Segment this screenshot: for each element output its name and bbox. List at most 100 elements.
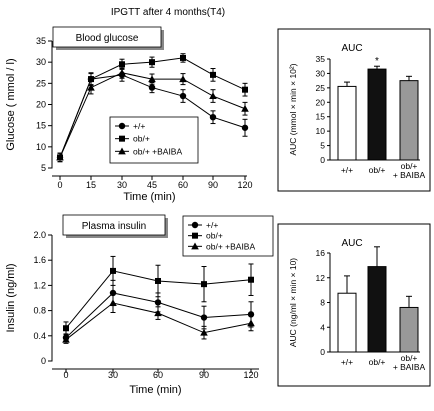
legend-label: ob/+	[206, 231, 223, 241]
data-point	[88, 76, 94, 83]
data-point	[148, 75, 156, 83]
data-point	[179, 92, 187, 100]
insulin-line-chart: 0 0.4 0.8 1.2 1.6 2.0 0 30 60 90 120 Time (min) Insu…	[5, 214, 274, 396]
y-tick-label: 10	[36, 142, 46, 152]
y-tick-label: 0	[320, 347, 325, 357]
data-point	[247, 319, 255, 327]
y-tick-label: 20	[36, 100, 46, 110]
category-label: ob/+ + BAIBA	[393, 353, 426, 372]
legend-marker	[119, 135, 125, 142]
data-point	[242, 86, 248, 93]
insulin-auc-bar-chart: AUC 0 4 8 12 16 AUC (ng/ml × min × 10) +/+ ob/+ o…	[277, 223, 431, 387]
data-point	[209, 92, 217, 100]
x-tick-label: 0	[63, 370, 68, 380]
data-point	[119, 61, 125, 68]
y-tick-label: 15	[316, 112, 326, 122]
y-axis-label: Glucose ( mmol / l)	[5, 58, 17, 150]
significance-marker: *	[375, 56, 379, 67]
data-point	[200, 328, 208, 336]
y-tick-label: 5	[41, 163, 46, 173]
legend-label: ob/+	[133, 134, 150, 144]
x-tick-label: 60	[178, 180, 188, 190]
bar	[337, 85, 357, 161]
x-tick-label: 0	[57, 180, 62, 190]
y-tick-label: 25	[316, 83, 326, 93]
y-tick-label: 4	[320, 322, 325, 332]
y-tick-label: 1.6	[33, 255, 46, 265]
chart-title: Plasma insulin	[82, 221, 146, 232]
y-tick-label: 30	[36, 57, 46, 67]
legend-marker	[192, 232, 198, 239]
y-tick-label: 5	[320, 141, 325, 151]
data-point	[149, 59, 155, 66]
x-tick-label: 30	[117, 180, 127, 190]
data-point	[110, 267, 116, 274]
y-axis-label: AUC (ng/ml × min × 10)	[288, 258, 298, 347]
legend-marker	[118, 147, 126, 155]
data-point	[62, 335, 70, 343]
x-tick-label: 120	[243, 370, 258, 380]
bar	[399, 306, 419, 353]
x-tick-label: 120	[237, 180, 252, 190]
x-axis-label: Time (min)	[129, 384, 181, 396]
data-point	[154, 299, 162, 306]
data-point	[155, 277, 161, 284]
legend-label: ob/+ +BAIBA	[206, 241, 255, 251]
y-tick-label: 12	[316, 273, 326, 283]
y-axis-label: AUC (mmol × min × 10²)	[288, 63, 298, 155]
data-point	[87, 83, 95, 91]
x-tick-label: 60	[153, 370, 163, 380]
x-tick-label: 15	[86, 180, 96, 190]
data-point	[109, 299, 117, 307]
category-label: ob/+ + BAIBA	[393, 161, 426, 180]
data-point	[148, 84, 156, 91]
y-tick-label: 0.4	[33, 331, 46, 341]
y-tick-label: 8	[320, 298, 325, 308]
data-point	[201, 281, 207, 288]
bar	[399, 80, 419, 161]
data-point	[210, 71, 216, 78]
data-point	[209, 114, 217, 121]
y-tick-label: 35	[316, 54, 326, 64]
data-point	[241, 104, 249, 112]
legend-marker	[191, 242, 199, 250]
y-tick-label: 30	[316, 68, 326, 78]
data-point	[179, 75, 187, 83]
title-box	[62, 214, 166, 236]
data-point	[109, 289, 117, 297]
legend-marker	[191, 221, 199, 229]
y-tick-label: 0	[320, 155, 325, 165]
y-tick-label: 15	[36, 121, 46, 131]
category-label: +/+	[341, 165, 353, 175]
bar	[367, 68, 387, 161]
chart-title: AUC	[341, 238, 362, 249]
legend-label: +/+	[206, 220, 218, 230]
y-tick-label: 2.0	[33, 230, 46, 240]
y-tick-label: 1.2	[33, 280, 46, 290]
data-point	[63, 325, 69, 332]
y-tick-label: 35	[36, 36, 46, 46]
figure-title: IPGTT after 4 months(T4)	[111, 7, 225, 18]
x-axis-label: Time (min)	[123, 191, 175, 203]
x-tick-label: 90	[199, 370, 209, 380]
y-tick-label: 0.8	[33, 306, 46, 316]
glucose-auc-bar-chart: AUC 0 5 10 15 20 25 30 35 AUC (mmol × min × 10²) +…	[277, 28, 431, 192]
y-axis-label: Insulin (ng/ml)	[5, 263, 17, 332]
title-box	[52, 26, 162, 48]
data-point	[200, 314, 208, 321]
chart-title: Blood glucose	[76, 33, 139, 44]
data-point	[180, 54, 186, 61]
chart-title: AUC	[341, 43, 362, 54]
data-point	[118, 68, 126, 76]
y-tick-label: 25	[36, 78, 46, 88]
bar	[367, 266, 387, 353]
category-label: ob/+	[369, 165, 386, 175]
x-tick-label: 30	[108, 370, 118, 380]
legend-marker	[118, 122, 126, 130]
legend-label: ob/+ +BAIBA	[133, 146, 182, 156]
data-point	[241, 124, 249, 131]
data-point	[56, 153, 64, 161]
category-label: ob/+	[369, 357, 386, 367]
data-point	[154, 309, 162, 317]
